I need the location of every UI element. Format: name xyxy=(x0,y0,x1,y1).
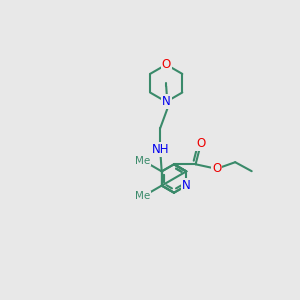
Text: N: N xyxy=(182,179,191,192)
Text: Me: Me xyxy=(135,156,151,166)
Text: O: O xyxy=(196,137,206,150)
Text: NH: NH xyxy=(152,143,169,156)
Text: O: O xyxy=(212,162,221,175)
Text: Me: Me xyxy=(135,191,151,201)
Text: O: O xyxy=(162,58,171,71)
Text: N: N xyxy=(162,95,171,108)
